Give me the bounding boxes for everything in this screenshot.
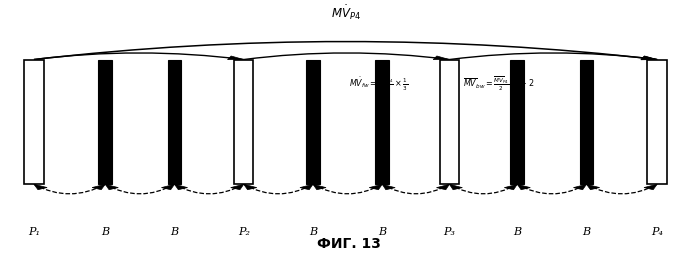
Bar [306, 60, 320, 184]
Text: $\overline{MV}_{bw} = \frac{\overline{MV}_{P4}}{2} \times -2$: $\overline{MV}_{bw} = \frac{\overline{MV… [463, 74, 535, 93]
Text: P₄: P₄ [651, 227, 663, 237]
Polygon shape [244, 184, 257, 190]
Polygon shape [574, 184, 586, 190]
Bar [24, 60, 44, 184]
Text: B: B [170, 227, 179, 237]
Polygon shape [300, 184, 313, 190]
Polygon shape [313, 184, 326, 190]
Bar [510, 60, 524, 184]
Bar [98, 60, 112, 184]
Polygon shape [505, 184, 517, 190]
Text: B: B [513, 227, 521, 237]
Bar [376, 60, 389, 184]
Bar [579, 60, 593, 184]
Polygon shape [34, 184, 47, 190]
Bar [234, 60, 253, 184]
Text: B: B [101, 227, 110, 237]
Bar [168, 60, 181, 184]
Polygon shape [517, 184, 530, 190]
Text: $M\dot{V}_{P4}$: $M\dot{V}_{P4}$ [331, 4, 361, 22]
Polygon shape [161, 184, 174, 190]
Polygon shape [174, 184, 188, 190]
Polygon shape [641, 56, 657, 60]
Text: P₁: P₁ [28, 227, 40, 237]
Text: B: B [309, 227, 317, 237]
Text: B: B [378, 227, 386, 237]
Text: P₃: P₃ [443, 227, 455, 237]
Polygon shape [450, 184, 462, 190]
Polygon shape [369, 184, 383, 190]
Polygon shape [586, 184, 600, 190]
Polygon shape [92, 184, 105, 190]
Polygon shape [644, 184, 657, 190]
Polygon shape [383, 184, 395, 190]
Polygon shape [228, 56, 244, 60]
Polygon shape [436, 184, 450, 190]
Polygon shape [433, 56, 450, 60]
Bar [648, 60, 667, 184]
Polygon shape [231, 184, 244, 190]
Text: $M\dot{V}_{fw} = \frac{M\dot{V}_{P4}}{2} \times \frac{1}{3}$: $M\dot{V}_{fw} = \frac{M\dot{V}_{P4}}{2}… [349, 74, 408, 93]
Polygon shape [105, 184, 118, 190]
Text: P₂: P₂ [238, 227, 250, 237]
Bar [440, 60, 459, 184]
Polygon shape [641, 56, 657, 60]
Text: B: B [582, 227, 591, 237]
Text: ФИГ. 13: ФИГ. 13 [317, 238, 381, 251]
